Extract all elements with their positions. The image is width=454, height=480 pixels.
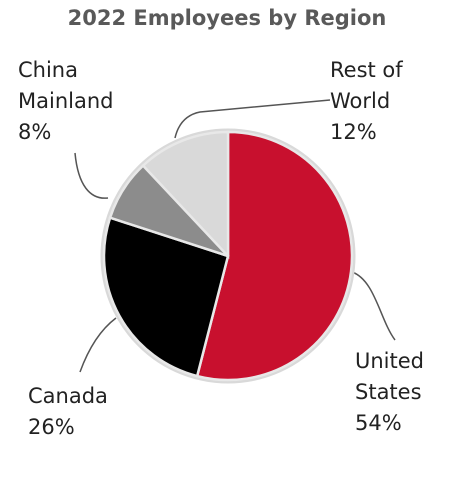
slice-label: United States 54% [355, 346, 445, 439]
label-value: 26% [28, 415, 75, 439]
label-value: 8% [18, 120, 52, 144]
leader-line [74, 152, 109, 199]
leader-line [174, 99, 331, 139]
label-value: 54% [355, 411, 402, 435]
pie-border [100, 128, 356, 384]
leader-line [79, 317, 117, 373]
label-name: Rest of World [330, 58, 403, 113]
pie-slice [141, 130, 230, 260]
label-name: Canada [28, 384, 108, 408]
chart-title: 2022 Employees by Region [67, 6, 387, 30]
leader-line [351, 271, 396, 341]
pie-slice [195, 130, 354, 382]
label-value: 12% [330, 120, 377, 144]
slice-label: Rest of World 12% [330, 55, 420, 148]
slice-label: Canada 26% [28, 381, 148, 443]
label-name: China Mainland [18, 58, 114, 113]
pie-slice [102, 216, 230, 378]
label-name: United States [355, 349, 424, 404]
slice-label: China Mainland 8% [18, 55, 128, 148]
